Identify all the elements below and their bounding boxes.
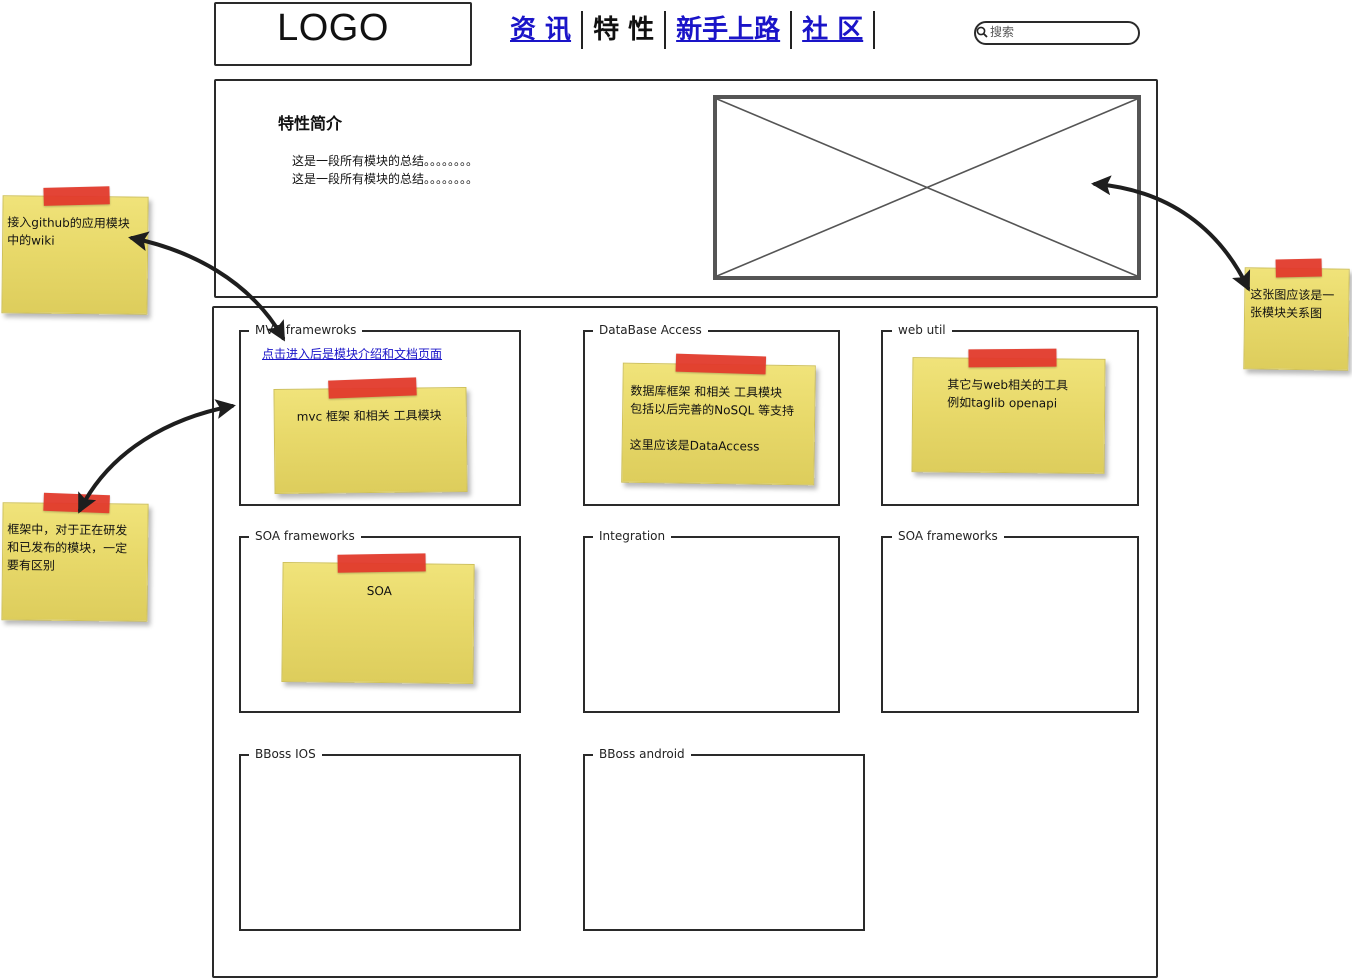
sticky-note-web-util: 其它与web相关的工具 例如taglib openapi bbox=[911, 348, 1106, 474]
module-group-web-util[interactable] bbox=[881, 330, 1139, 506]
module-title: web util bbox=[892, 323, 952, 337]
module-group-soa-2[interactable] bbox=[881, 536, 1139, 713]
module-title: BBoss IOS bbox=[249, 747, 322, 761]
module-group-database[interactable] bbox=[583, 330, 840, 506]
module-title: MVC framewroks bbox=[249, 323, 363, 337]
image-placeholder-icon bbox=[713, 95, 1141, 280]
sticky-note-database: 数据库框架 和相关 工具模块 包括以后完善的NoSQL 等支持 这里应该是Dat… bbox=[621, 353, 816, 486]
tape-icon bbox=[43, 186, 110, 206]
nav-item-community[interactable]: 社 区 bbox=[802, 15, 864, 45]
note-text: 接入github的应用模块 中的wiki bbox=[7, 215, 130, 248]
module-title: SOA frameworks bbox=[892, 529, 1004, 543]
logo-box[interactable] bbox=[214, 2, 472, 66]
note-text: 这张图应该是一 张模块关系图 bbox=[1249, 287, 1335, 321]
tape-icon bbox=[328, 377, 417, 399]
sticky-note-framework: 框架中，对于正在研发 和已发布的模块，一定 要有区别 bbox=[1, 492, 149, 622]
note-text: 数据库框架 和相关 工具模块 包括以后完善的NoSQL 等支持 这里应该是Dat… bbox=[629, 383, 795, 454]
nav-divider bbox=[790, 11, 793, 49]
tape-icon bbox=[43, 492, 110, 514]
nav-divider bbox=[581, 11, 584, 49]
search-input[interactable] bbox=[990, 22, 1135, 42]
tape-icon bbox=[337, 553, 426, 573]
nav-item-features[interactable]: 特 性 bbox=[593, 15, 655, 45]
nav-divider bbox=[664, 11, 667, 49]
logo[interactable]: LOGO bbox=[277, 7, 389, 49]
tape-icon bbox=[675, 353, 767, 375]
tape-icon bbox=[968, 348, 1057, 368]
search-icon bbox=[976, 26, 988, 38]
module-group-integration[interactable] bbox=[583, 536, 840, 713]
module-title: Integration bbox=[593, 529, 672, 543]
main-nav: 资 讯 特 性 新手上路 社 区 bbox=[500, 8, 876, 52]
note-text: 其它与web相关的工具 例如taglib openapi bbox=[947, 377, 1069, 411]
intro-text-line: 这是一段所有模块的总结。。。。。。。。 bbox=[292, 154, 479, 168]
module-group-ios[interactable] bbox=[239, 754, 521, 931]
module-title: DataBase Access bbox=[593, 323, 708, 337]
intro-title: 特性简介 bbox=[278, 114, 343, 133]
module-group-mvc[interactable] bbox=[239, 330, 521, 506]
modules-panel bbox=[212, 306, 1158, 978]
sticky-note-github: 接入github的应用模块 中的wiki bbox=[1, 186, 149, 315]
sticky-note-soa: SOA bbox=[281, 553, 475, 685]
note-text: mvc 框架 和相关 工具模块 bbox=[296, 408, 442, 424]
sticky-note-mvc: mvc 框架 和相关 工具模块 bbox=[273, 377, 468, 495]
intro-text-line: 这是一段所有模块的总结。。。。。。。。 bbox=[292, 172, 479, 186]
module-title: SOA frameworks bbox=[249, 529, 361, 543]
note-text: SOA bbox=[366, 583, 392, 599]
nav-item-getting-started[interactable]: 新手上路 bbox=[676, 15, 781, 45]
module-doc-link[interactable]: 点击进入后是模块介绍和文档页面 bbox=[262, 347, 443, 361]
nav-divider bbox=[873, 11, 876, 49]
nav-item-news[interactable]: 资 讯 bbox=[510, 15, 572, 45]
note-text: 框架中，对于正在研发 和已发布的模块，一定 要有区别 bbox=[6, 522, 128, 573]
sticky-note-diagram: 这张图应该是一 张模块关系图 bbox=[1243, 258, 1350, 371]
module-title: BBoss android bbox=[593, 747, 691, 761]
tape-icon bbox=[1275, 258, 1322, 278]
module-group-soa[interactable] bbox=[239, 536, 521, 713]
module-group-android[interactable] bbox=[583, 754, 865, 931]
